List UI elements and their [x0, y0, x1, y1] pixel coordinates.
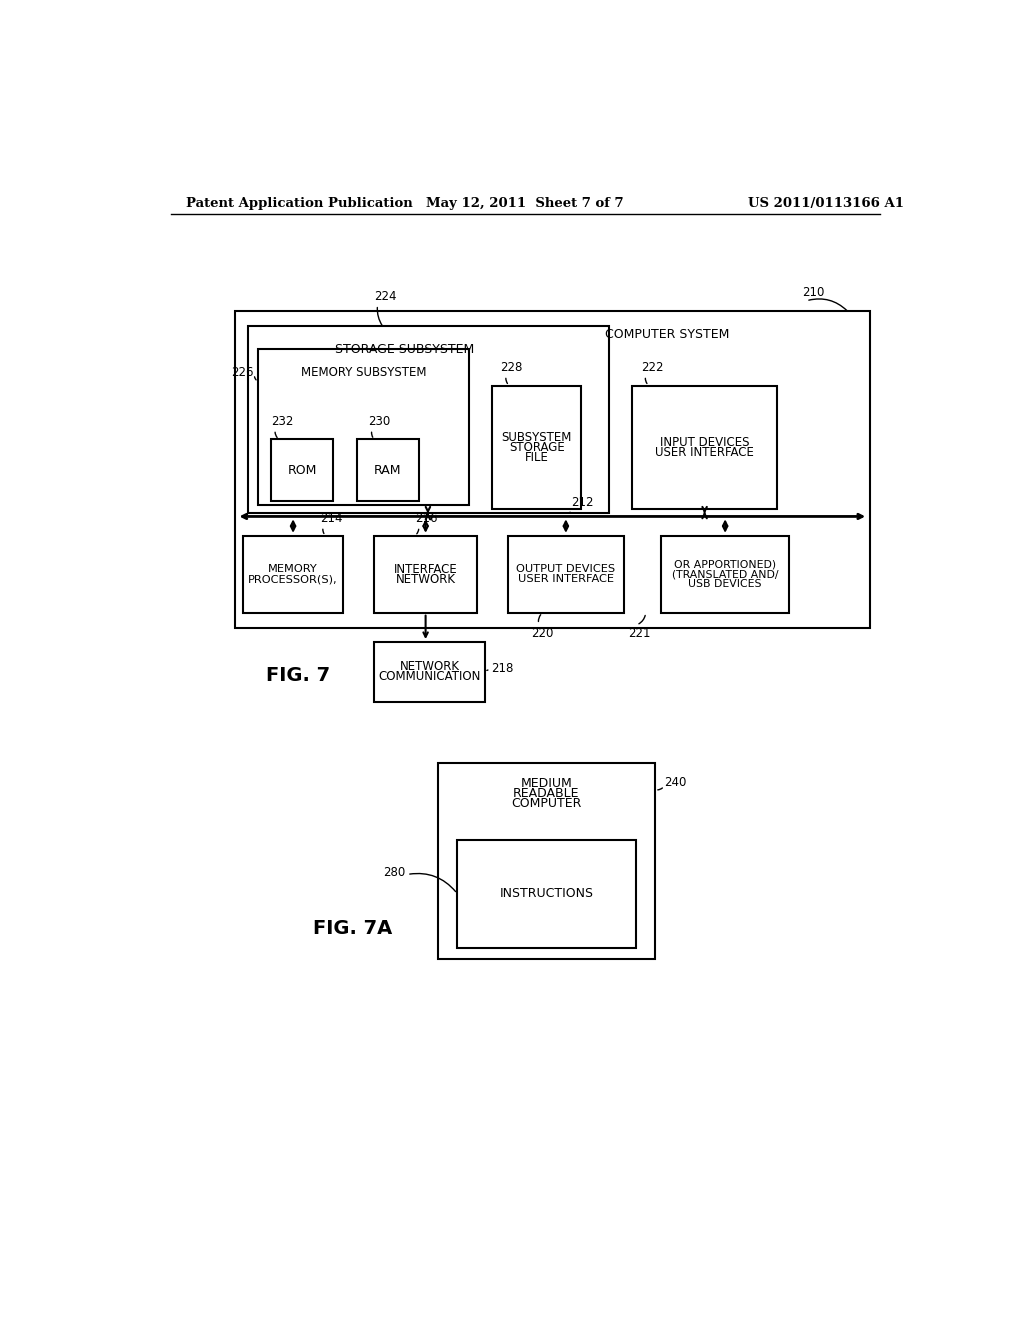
Text: STORAGE SUBSYSTEM: STORAGE SUBSYSTEM [336, 343, 475, 356]
Text: COMPUTER: COMPUTER [511, 797, 582, 810]
Text: 221: 221 [628, 627, 650, 640]
Bar [375, 642, 484, 702]
Text: 222: 222 [641, 360, 664, 374]
Text: MEMORY SUBSYSTEM: MEMORY SUBSYSTEM [301, 367, 426, 379]
Text: 214: 214 [321, 512, 343, 525]
Text: NETWORK: NETWORK [395, 573, 456, 586]
Bar [508, 536, 624, 612]
Text: 230: 230 [369, 414, 390, 428]
Text: MEDIUM: MEDIUM [520, 777, 572, 791]
Text: SUBSYSTEM: SUBSYSTEM [502, 430, 572, 444]
Text: FIG. 7: FIG. 7 [266, 667, 331, 685]
Text: INSTRUCTIONS: INSTRUCTIONS [500, 887, 594, 900]
Text: STORAGE: STORAGE [509, 441, 564, 454]
Bar [375, 536, 477, 612]
Text: COMPUTER SYSTEM: COMPUTER SYSTEM [605, 327, 729, 341]
Text: COMMUNICATION: COMMUNICATION [378, 671, 480, 684]
Text: US 2011/0113166 A1: US 2011/0113166 A1 [748, 197, 903, 210]
Text: INTERFACE: INTERFACE [393, 562, 458, 576]
Text: 228: 228 [500, 360, 522, 374]
Bar [234, 312, 870, 628]
Bar [438, 763, 655, 960]
Text: PROCESSOR(S),: PROCESSOR(S), [248, 574, 338, 585]
Text: 226: 226 [231, 366, 254, 379]
Text: RAM: RAM [374, 463, 401, 477]
Text: 280: 280 [383, 866, 406, 879]
Text: OR APPORTIONED): OR APPORTIONED) [674, 560, 776, 569]
Bar [632, 385, 777, 508]
Text: 232: 232 [271, 414, 294, 428]
Bar [662, 536, 790, 612]
Text: 212: 212 [571, 496, 594, 508]
Text: INPUT DEVICES: INPUT DEVICES [659, 436, 750, 449]
Bar [243, 536, 343, 612]
Text: ROM: ROM [288, 463, 317, 477]
Text: READABLE: READABLE [513, 787, 580, 800]
Text: FIG. 7A: FIG. 7A [313, 919, 392, 939]
Text: 220: 220 [531, 627, 553, 640]
Text: USER INTERFACE: USER INTERFACE [655, 446, 754, 458]
Bar [458, 840, 636, 948]
Text: May 12, 2011  Sheet 7 of 7: May 12, 2011 Sheet 7 of 7 [426, 197, 624, 210]
Text: 216: 216 [415, 512, 437, 525]
Text: MEMORY: MEMORY [268, 564, 317, 574]
Bar [271, 440, 334, 502]
Text: 240: 240 [665, 776, 687, 788]
Text: FILE: FILE [525, 450, 549, 463]
Text: USB DEVICES: USB DEVICES [688, 579, 762, 589]
Text: NETWORK: NETWORK [399, 660, 460, 673]
Text: Patent Application Publication: Patent Application Publication [186, 197, 413, 210]
Bar [248, 326, 608, 512]
Text: (TRANSLATED AND/: (TRANSLATED AND/ [672, 569, 778, 579]
Bar [493, 385, 582, 508]
Text: 210: 210 [802, 285, 824, 298]
Bar [258, 350, 469, 506]
Text: 224: 224 [375, 290, 397, 304]
Text: 218: 218 [490, 661, 513, 675]
Text: OUTPUT DEVICES: OUTPUT DEVICES [516, 564, 615, 574]
Bar [356, 440, 419, 502]
Text: USER INTERFACE: USER INTERFACE [518, 574, 613, 585]
